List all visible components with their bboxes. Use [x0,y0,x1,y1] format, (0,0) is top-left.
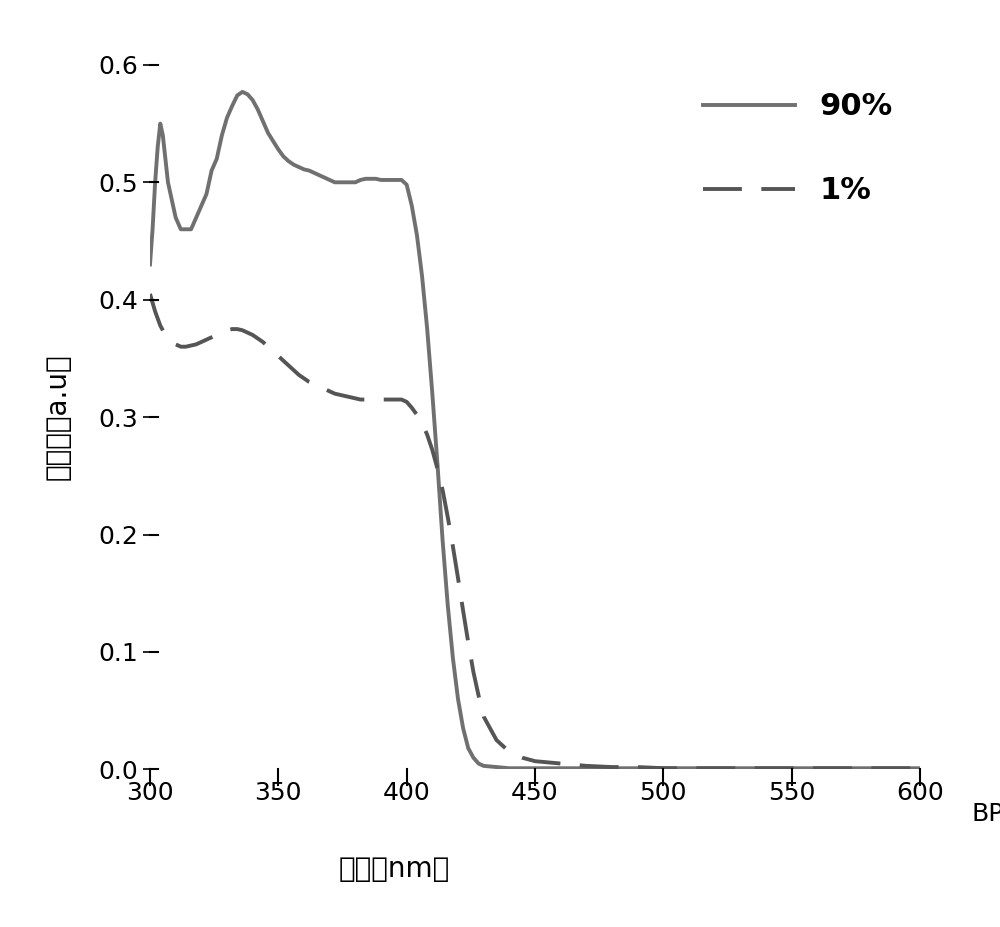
1% [262,341,274,352]
90% [339,177,351,188]
Text: BP-pep1: BP-pep1 [971,802,1000,826]
90% [914,763,926,774]
90% [190,212,202,223]
1% [242,327,254,338]
1% [144,288,156,299]
Legend: 90%, 1%: 90%, 1% [691,80,905,218]
1% [257,337,269,348]
90% [272,144,284,155]
90% [144,259,156,270]
1% [478,711,490,722]
1% [914,763,926,774]
Line: 1%: 1% [150,294,920,768]
90% [252,104,264,115]
90% [503,763,515,774]
90% [760,763,772,774]
Text: 波长（nm）: 波长（nm） [338,856,449,883]
Line: 90%: 90% [150,92,920,768]
Text: 吸收度（a.u）: 吸收度（a.u） [44,354,72,480]
1% [467,667,479,678]
1% [339,390,351,401]
90% [257,116,269,127]
90% [236,86,248,97]
1% [657,763,669,774]
